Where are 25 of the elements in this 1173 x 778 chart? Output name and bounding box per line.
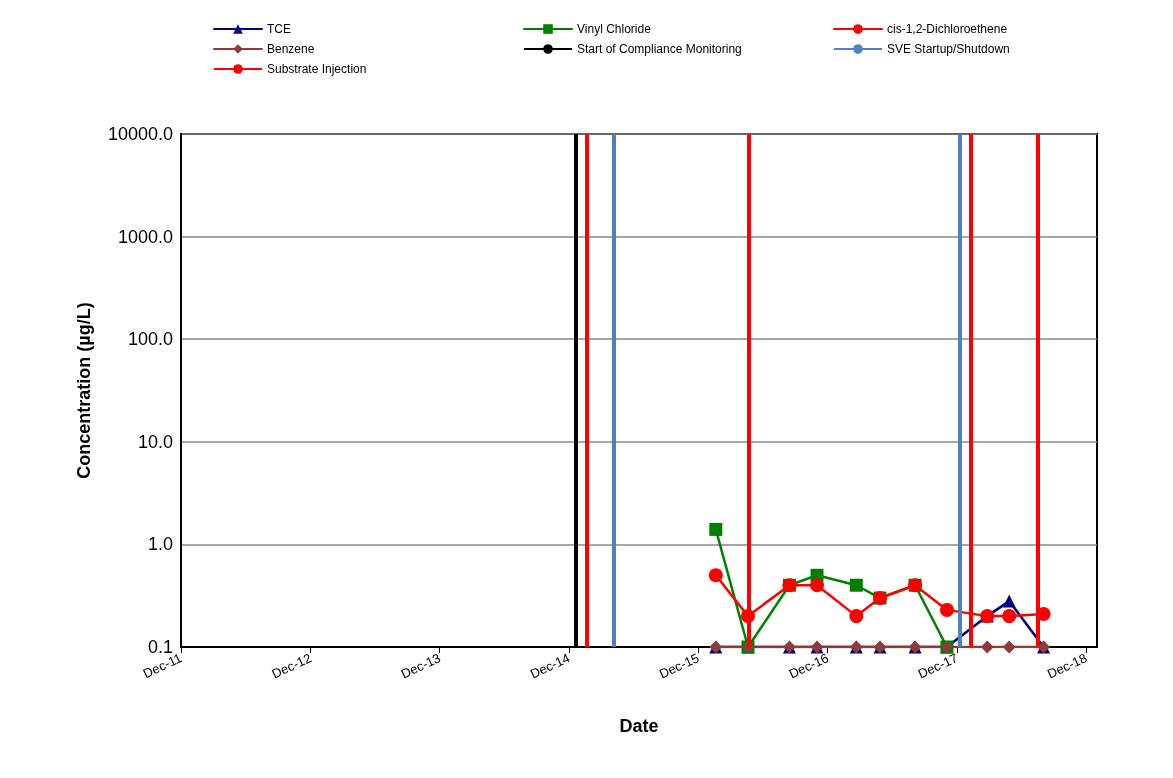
- point: [980, 640, 994, 654]
- legend-label: Vinyl Chloride: [577, 22, 652, 36]
- point: [810, 578, 825, 593]
- point: [708, 568, 723, 583]
- legend-label: Start of Compliance Monitoring: [577, 42, 742, 56]
- y-tick-label: 100.0: [127, 329, 173, 350]
- point: [849, 609, 864, 624]
- y-tick-label: 10000.0: [107, 124, 173, 144]
- y-tick-label: 0.1: [147, 637, 173, 657]
- y-axis-title: Concentration (µg/L): [74, 302, 94, 479]
- point: [849, 578, 863, 592]
- point: [1002, 609, 1017, 624]
- legend-label: TCE: [267, 22, 291, 36]
- y-tick-label: 1.0: [147, 534, 173, 555]
- legend-label: SVE Startup/Shutdown: [887, 42, 1010, 56]
- point: [939, 602, 954, 617]
- y-tick-label: 1000.0: [117, 226, 173, 247]
- legend-label: cis-1,2-Dichloroethene: [887, 22, 1008, 36]
- x-axis-title: Date: [619, 716, 659, 736]
- point: [1002, 640, 1016, 654]
- point: [1002, 594, 1016, 608]
- legend-label: Substrate Injection: [267, 62, 367, 76]
- point: [709, 522, 723, 536]
- legend-label: Benzene: [267, 42, 315, 56]
- y-tick-label: 10.0: [137, 431, 173, 452]
